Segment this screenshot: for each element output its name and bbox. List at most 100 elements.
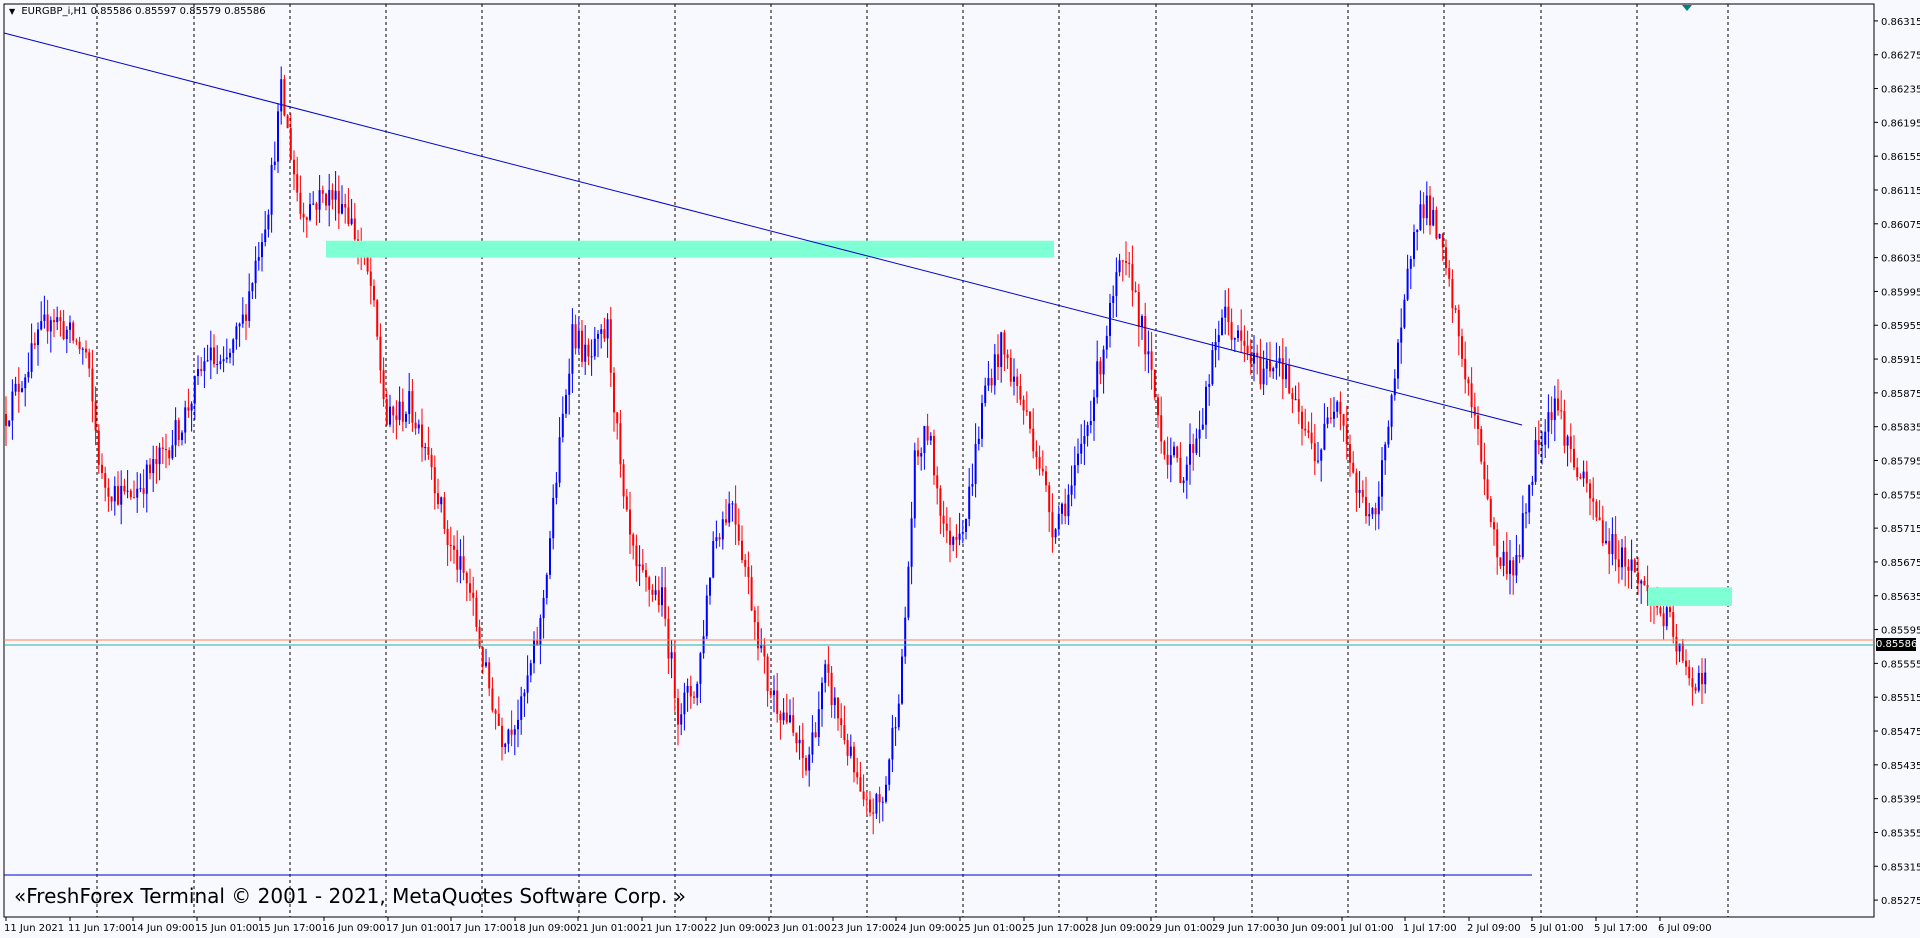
candle-body (1435, 209, 1438, 239)
candle-body (219, 361, 222, 365)
candle-body (945, 523, 948, 531)
candle-body (184, 407, 187, 433)
candle-body (17, 383, 20, 392)
candle-body (1019, 385, 1022, 400)
candle-body (117, 486, 119, 505)
candle-body (1525, 512, 1527, 514)
candle-body (158, 447, 161, 465)
candle-body (1336, 401, 1339, 412)
candle-body (1637, 572, 1639, 584)
candle-body (277, 111, 279, 162)
dropdown-triangle-icon[interactable]: ▼ (9, 7, 16, 16)
candle-body (430, 454, 433, 468)
trendline (3, 32, 1523, 426)
candle-body (478, 626, 481, 648)
candle-body (417, 424, 420, 429)
candle-body (689, 685, 692, 697)
candle-body (667, 618, 670, 659)
candle-body (1051, 512, 1054, 538)
candle-body (1521, 513, 1524, 558)
candle-body (1089, 420, 1092, 426)
candle-body (213, 347, 215, 365)
candle-body (510, 729, 513, 735)
candle-body (456, 549, 459, 570)
candle-body (1365, 496, 1367, 517)
candle-body (1144, 316, 1147, 355)
candle-body (1563, 411, 1566, 446)
candle-body (814, 732, 817, 738)
candle-body (1109, 302, 1111, 336)
candle-body (718, 537, 721, 540)
candle-body (1189, 444, 1191, 465)
candle-body (280, 79, 283, 112)
candle-body (1409, 258, 1412, 269)
candle-body (334, 190, 337, 200)
y-tick-label: 0.85795 (1881, 457, 1920, 468)
candle-body (94, 401, 97, 431)
candle-body (97, 430, 100, 465)
candle-body (1685, 660, 1687, 667)
candle-body (347, 207, 350, 224)
candle-body (1294, 399, 1297, 401)
candle-body (741, 540, 743, 561)
candle-body (229, 352, 231, 358)
candle-body (1358, 490, 1361, 493)
candle-body (984, 385, 987, 404)
candle-body (1569, 436, 1572, 449)
candle-body (635, 545, 638, 567)
candle-body (971, 483, 974, 487)
y-tick-label: 0.85395 (1881, 795, 1920, 806)
candle-body (469, 583, 471, 593)
candle-body (1115, 272, 1118, 297)
candle-body (517, 719, 519, 730)
candle-body (81, 348, 84, 350)
candle-body (1608, 540, 1611, 555)
candle-body (1541, 444, 1543, 446)
candle-body (1675, 636, 1678, 652)
candle-body (523, 692, 526, 697)
candle-body (613, 372, 615, 413)
x-tick-label: 24 Jun 09:00 (894, 923, 958, 934)
candle-body (328, 189, 331, 206)
candle-body (8, 420, 11, 426)
candle-body (405, 413, 407, 422)
candle-body (661, 587, 663, 606)
y-tick-label: 0.85755 (1881, 490, 1920, 501)
candle-body (53, 320, 55, 323)
candle-body (939, 488, 942, 516)
candle-body (699, 653, 702, 684)
symbol-label: ▼ EURGBP_i,H1 0.85586 0.85597 0.85579 0.… (9, 6, 266, 17)
candle-body (1419, 204, 1422, 230)
candle-body (286, 115, 289, 129)
candle-body (549, 538, 551, 575)
plot-border (3, 3, 1875, 918)
candle-body (1406, 268, 1409, 300)
candle-body (1326, 417, 1329, 424)
candle-body (462, 556, 465, 573)
candle-body (1576, 467, 1579, 478)
candle-body (46, 314, 49, 332)
ohlc-values: 0.85586 0.85597 0.85579 0.85586 (90, 6, 266, 17)
candle-body (1025, 410, 1028, 412)
candle-body (859, 777, 862, 792)
candle-body (1659, 607, 1662, 614)
y-tick-label: 0.86155 (1881, 152, 1920, 163)
x-tick-label: 28 Jun 09:00 (1085, 923, 1149, 934)
candle-body (520, 696, 523, 720)
candle-body (821, 682, 823, 710)
candle-body (481, 647, 484, 667)
candle-body (1166, 454, 1169, 465)
candle-body (30, 343, 33, 372)
candle-body (145, 464, 148, 494)
candle-body (1227, 306, 1230, 323)
candle-body (731, 503, 734, 505)
candle-body (878, 794, 881, 803)
y-tick-label: 0.85675 (1881, 558, 1920, 569)
candle-body (1585, 471, 1588, 484)
candle-body (1041, 468, 1044, 472)
candle-body (392, 406, 395, 416)
candle-body (1429, 195, 1431, 226)
candle-body (686, 685, 689, 693)
